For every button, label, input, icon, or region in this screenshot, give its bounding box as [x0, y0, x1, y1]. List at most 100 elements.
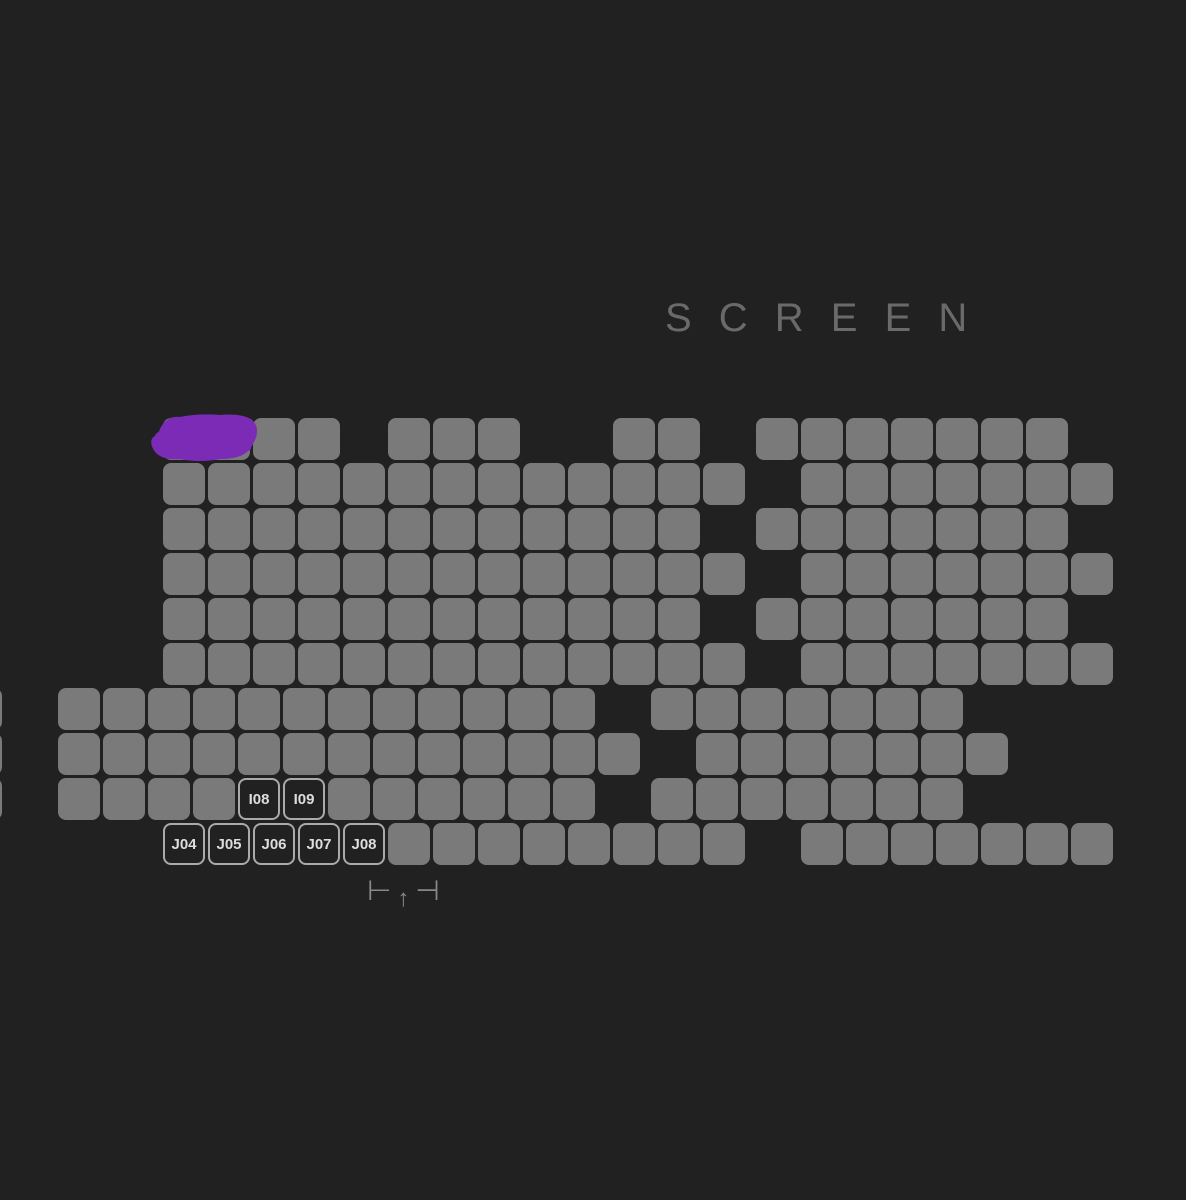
seat[interactable]: [283, 733, 325, 775]
seat[interactable]: [831, 778, 873, 820]
seat[interactable]: [148, 688, 190, 730]
seat[interactable]: [846, 463, 888, 505]
seat[interactable]: [523, 508, 565, 550]
seat[interactable]: [703, 463, 745, 505]
seat[interactable]: [756, 508, 798, 550]
seat[interactable]: [831, 733, 873, 775]
seat[interactable]: [193, 733, 235, 775]
seat[interactable]: [418, 688, 460, 730]
seat[interactable]: [981, 643, 1023, 685]
seat[interactable]: [786, 688, 828, 730]
seat[interactable]: [568, 598, 610, 640]
seat[interactable]: [388, 553, 430, 595]
seat[interactable]: [523, 553, 565, 595]
seat[interactable]: [1026, 418, 1068, 460]
seat[interactable]: [891, 508, 933, 550]
seat[interactable]: [373, 778, 415, 820]
seat[interactable]: [801, 463, 843, 505]
seat[interactable]: [936, 418, 978, 460]
seat[interactable]: [658, 463, 700, 505]
seat[interactable]: [613, 553, 655, 595]
seat[interactable]: [478, 463, 520, 505]
seat[interactable]: [298, 643, 340, 685]
seat[interactable]: [253, 508, 295, 550]
seat[interactable]: [568, 553, 610, 595]
seat[interactable]: [388, 643, 430, 685]
seat[interactable]: [553, 778, 595, 820]
seat[interactable]: [801, 823, 843, 865]
seat[interactable]: [478, 508, 520, 550]
seat[interactable]: [651, 778, 693, 820]
seat[interactable]: [433, 598, 475, 640]
seat[interactable]: [298, 418, 340, 460]
seat[interactable]: [613, 508, 655, 550]
seat[interactable]: [801, 553, 843, 595]
seat[interactable]: [1026, 643, 1068, 685]
seat[interactable]: [1026, 508, 1068, 550]
seat[interactable]: [801, 643, 843, 685]
seat[interactable]: [253, 418, 295, 460]
seat[interactable]: [966, 733, 1008, 775]
seat[interactable]: [478, 823, 520, 865]
seat[interactable]: [478, 418, 520, 460]
seat[interactable]: [891, 418, 933, 460]
seat[interactable]: [568, 508, 610, 550]
seat[interactable]: [801, 508, 843, 550]
seat[interactable]: [208, 463, 250, 505]
seat[interactable]: [921, 733, 963, 775]
seat[interactable]: [1071, 463, 1113, 505]
seat[interactable]: [613, 823, 655, 865]
seat[interactable]: [0, 778, 2, 820]
seat[interactable]: [0, 733, 2, 775]
seat[interactable]: [786, 733, 828, 775]
seat[interactable]: [756, 598, 798, 640]
seat[interactable]: [981, 463, 1023, 505]
seat[interactable]: [148, 733, 190, 775]
seat-J06[interactable]: J06: [253, 823, 295, 865]
seat[interactable]: [328, 778, 370, 820]
seat[interactable]: [936, 643, 978, 685]
seat[interactable]: [373, 733, 415, 775]
seat[interactable]: [433, 418, 475, 460]
seat[interactable]: [613, 418, 655, 460]
seat[interactable]: [253, 598, 295, 640]
seat[interactable]: [658, 418, 700, 460]
seat[interactable]: [981, 553, 1023, 595]
seat-J07[interactable]: J07: [298, 823, 340, 865]
seat[interactable]: [208, 508, 250, 550]
seat[interactable]: [343, 598, 385, 640]
seat[interactable]: [613, 643, 655, 685]
seat[interactable]: [1071, 553, 1113, 595]
seat[interactable]: [981, 598, 1023, 640]
seat[interactable]: [418, 778, 460, 820]
seat[interactable]: [163, 598, 205, 640]
seat[interactable]: [1026, 463, 1068, 505]
seat[interactable]: [208, 598, 250, 640]
seat[interactable]: [388, 508, 430, 550]
seat[interactable]: [298, 508, 340, 550]
seat[interactable]: [846, 553, 888, 595]
seat[interactable]: [433, 823, 475, 865]
seat[interactable]: [658, 553, 700, 595]
seat[interactable]: [523, 463, 565, 505]
seat[interactable]: [651, 688, 693, 730]
seat[interactable]: [936, 463, 978, 505]
seat[interactable]: [103, 778, 145, 820]
seat[interactable]: [508, 778, 550, 820]
seat[interactable]: [658, 643, 700, 685]
seat[interactable]: [936, 508, 978, 550]
seat[interactable]: [891, 643, 933, 685]
seat[interactable]: [253, 463, 295, 505]
seat[interactable]: [253, 553, 295, 595]
seat-I08[interactable]: I08: [238, 778, 280, 820]
seat[interactable]: [741, 688, 783, 730]
seat[interactable]: [193, 778, 235, 820]
seat[interactable]: [936, 823, 978, 865]
seat-I09[interactable]: I09: [283, 778, 325, 820]
seat[interactable]: [876, 778, 918, 820]
seat[interactable]: [876, 688, 918, 730]
seat[interactable]: [253, 643, 295, 685]
seat[interactable]: [891, 823, 933, 865]
seat[interactable]: [1026, 553, 1068, 595]
seat[interactable]: [388, 598, 430, 640]
